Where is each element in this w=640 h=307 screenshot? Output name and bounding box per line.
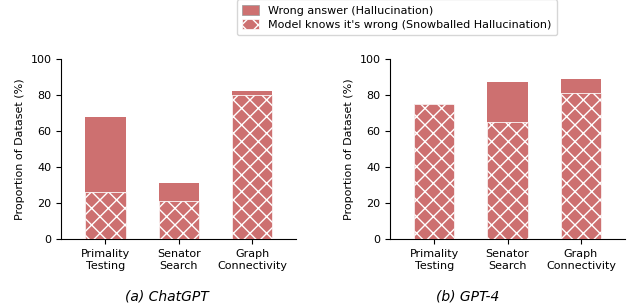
Bar — [85, 192, 125, 239]
Bar — [561, 93, 601, 239]
Bar — [159, 201, 199, 239]
Bar — [232, 95, 272, 239]
Bar — [488, 82, 528, 239]
Y-axis label: Proportion of Dataset (%): Proportion of Dataset (%) — [344, 78, 354, 220]
Bar — [85, 192, 125, 239]
Bar — [488, 122, 528, 239]
Bar — [414, 104, 454, 239]
Bar — [85, 117, 125, 239]
Bar — [159, 201, 199, 239]
Bar — [561, 93, 601, 239]
Bar — [561, 79, 601, 239]
Bar — [159, 183, 199, 239]
Legend: Wrong answer (Hallucination), Model knows it's wrong (Snowballed Hallucination): Wrong answer (Hallucination), Model know… — [237, 0, 557, 35]
Bar — [232, 91, 272, 239]
Bar — [232, 95, 272, 239]
Bar — [414, 104, 454, 239]
Text: (b) GPT-4: (b) GPT-4 — [435, 290, 499, 304]
Text: (a) ChatGPT: (a) ChatGPT — [125, 290, 208, 304]
Y-axis label: Proportion of Dataset (%): Proportion of Dataset (%) — [15, 78, 25, 220]
Bar — [488, 122, 528, 239]
Bar — [414, 104, 454, 239]
